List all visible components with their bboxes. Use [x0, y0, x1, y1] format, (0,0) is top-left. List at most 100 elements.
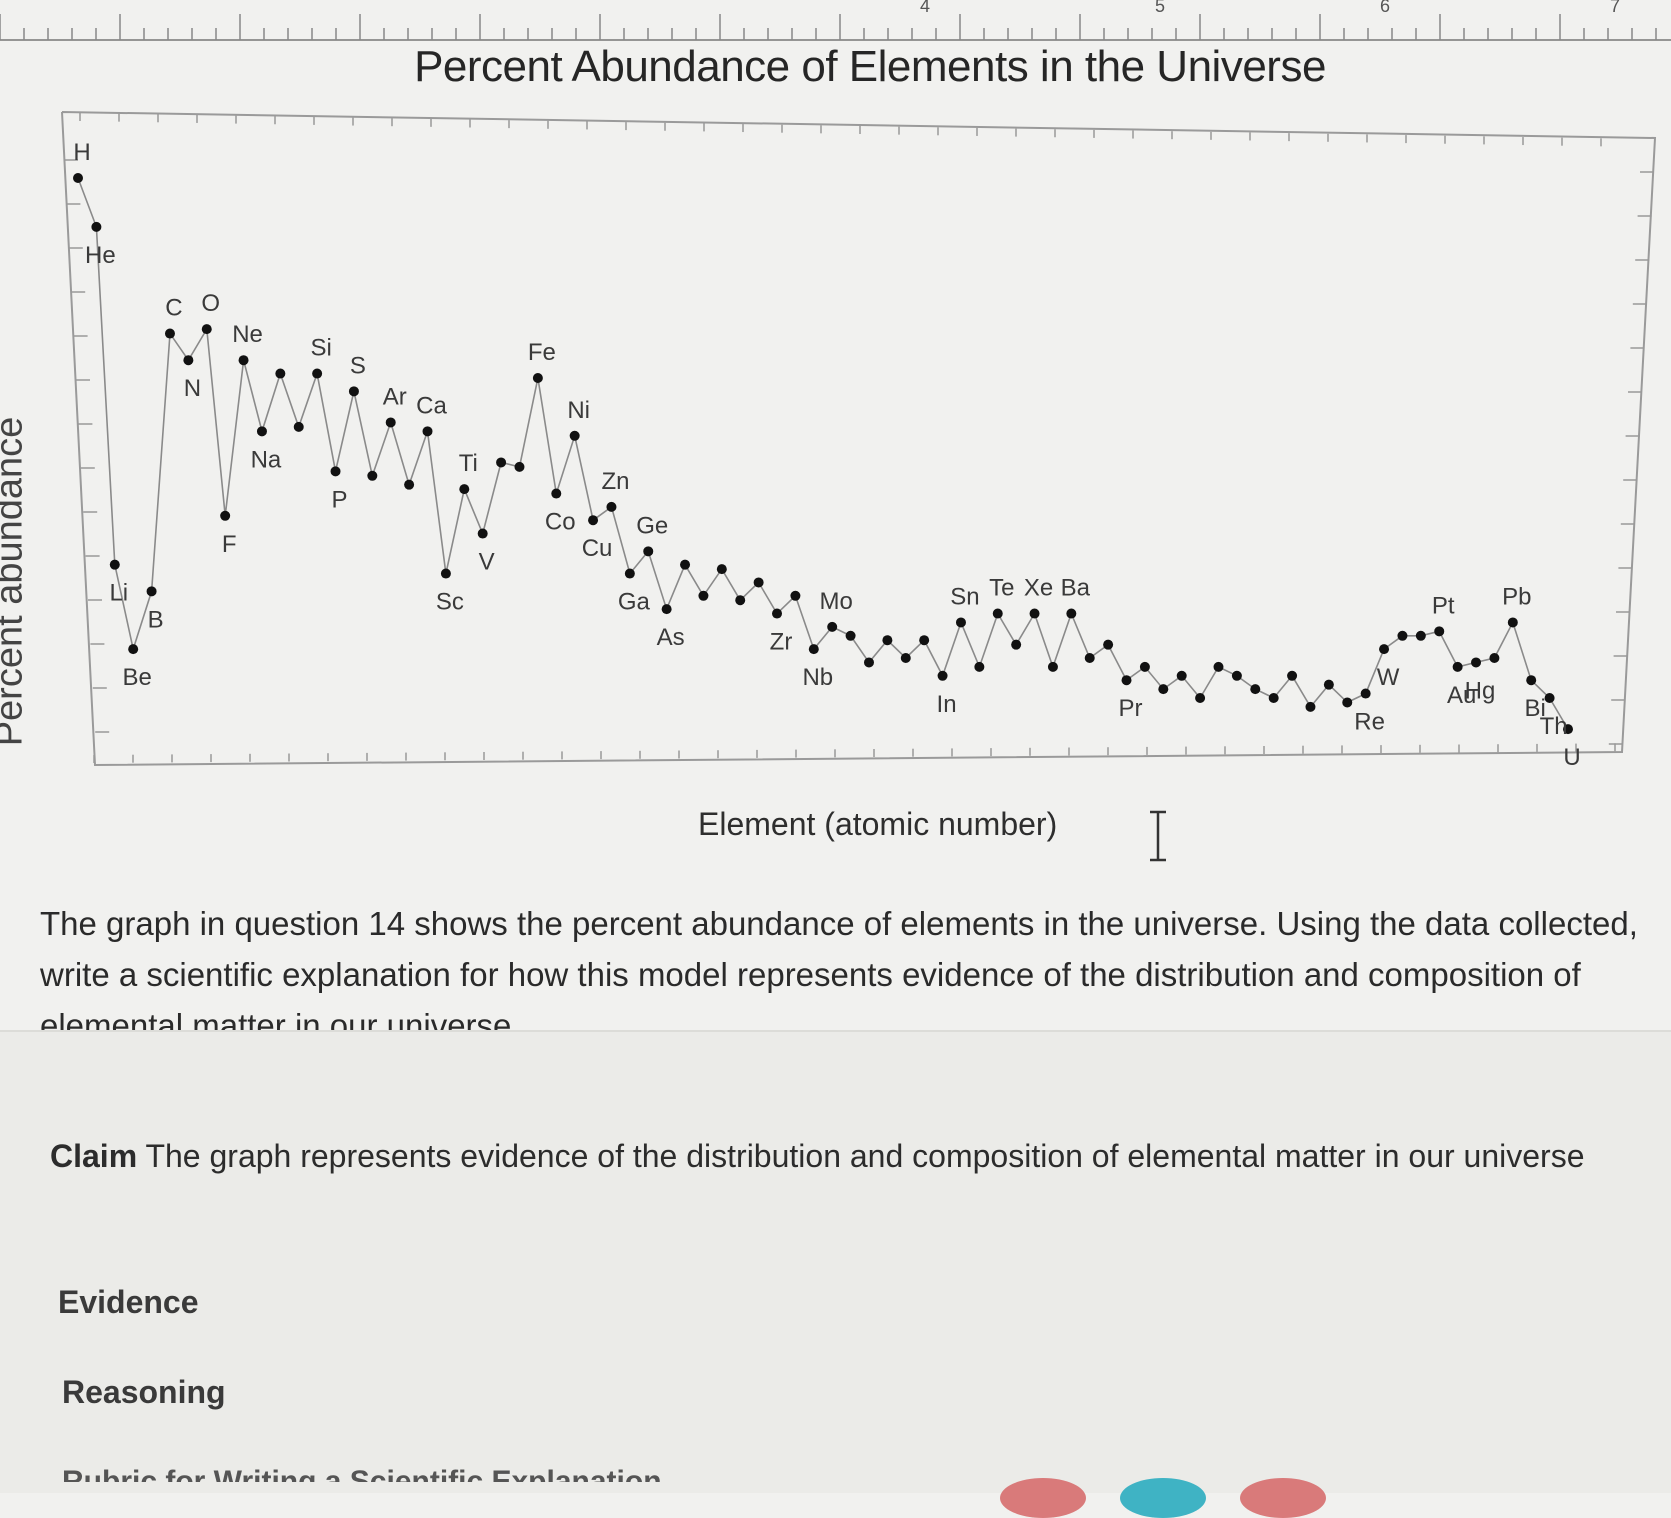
point-z49-sn [955, 617, 966, 628]
claim-label: Claim [50, 1138, 138, 1174]
connecting-lines [77, 177, 1569, 730]
point-z80-bi [1526, 675, 1537, 686]
point-z6-c [164, 328, 175, 339]
claim-text: The graph represents evidence of the dis… [145, 1138, 1585, 1174]
point-z61 [1176, 670, 1187, 681]
point-z50 [974, 661, 985, 672]
label-bi: Bi [1525, 695, 1546, 722]
teal-bubble [1120, 1478, 1206, 1518]
text-cursor-icon [1150, 810, 1166, 862]
label-n: N [184, 375, 201, 402]
point-z70 [1342, 697, 1353, 708]
point-z36 [716, 564, 727, 575]
ruler-number-7: 7 [1610, 0, 1620, 16]
point-z9-f [220, 510, 231, 521]
point-z4-be [128, 644, 139, 655]
label-in: In [937, 691, 957, 718]
label-s: S [350, 352, 366, 379]
label-he: He [85, 242, 116, 269]
point-z66 [1268, 693, 1279, 703]
element-labels: H He Li Be B C N O F Ne Na Si P S Ar Ca Sc Ti V Fe Co Ni Cu Zn G… [73, 139, 1580, 771]
label-te: Te [989, 575, 1014, 602]
point-z39-zr [772, 608, 783, 619]
label-ga: Ga [618, 589, 651, 616]
point-z17 [367, 470, 378, 481]
label-co: Co [545, 509, 576, 536]
point-z62 [1195, 693, 1206, 703]
point-z20-ca [422, 426, 433, 437]
point-z55-ba [1066, 608, 1077, 619]
point-z27-co [551, 488, 562, 499]
point-z74 [1415, 630, 1426, 641]
point-z41-nb [808, 644, 819, 655]
label-ar: Ar [383, 383, 407, 410]
label-pt: Pt [1432, 592, 1455, 619]
point-z18-ar [385, 417, 396, 428]
point-z57 [1103, 639, 1114, 650]
label-pr: Pr [1119, 695, 1143, 722]
point-z31-ga [624, 568, 635, 579]
point-z51-te [992, 608, 1003, 619]
label-li: Li [109, 580, 128, 607]
point-z81-th [1544, 693, 1555, 703]
point-z15-p [330, 466, 341, 477]
label-sc: Sc [436, 589, 464, 616]
point-z35 [698, 590, 709, 601]
label-fe: Fe [528, 339, 556, 366]
point-z68 [1305, 701, 1316, 712]
point-z64 [1231, 670, 1242, 681]
label-as: As [657, 624, 685, 651]
point-z45 [882, 635, 893, 646]
point-z40 [790, 590, 801, 601]
label-ne: Ne [232, 321, 263, 348]
reasoning-label: Reasoning [62, 1374, 226, 1410]
point-z79-pb [1507, 617, 1518, 628]
point-z5-b [146, 586, 157, 597]
label-hg: Hg [1465, 677, 1496, 704]
label-be: Be [123, 664, 152, 691]
point-z29-cu [588, 515, 599, 526]
label-si: Si [310, 335, 331, 362]
label-p: P [332, 486, 348, 513]
point-z23-v [477, 528, 488, 539]
evidence-label: Evidence [58, 1284, 199, 1320]
point-z22-ti [459, 484, 470, 495]
point-z60 [1158, 684, 1169, 695]
point-z13 [293, 421, 304, 432]
label-ti: Ti [459, 450, 478, 477]
label-zn: Zn [601, 468, 629, 495]
point-z37 [735, 595, 746, 606]
label-sn: Sn [950, 583, 979, 610]
point-z65 [1250, 684, 1261, 695]
label-nb: Nb [802, 664, 833, 691]
data-points [73, 173, 1573, 735]
claim-paragraph[interactable]: Claim The graph represents evidence of t… [50, 1128, 1640, 1184]
label-ba: Ba [1061, 575, 1091, 602]
point-z33-as [661, 604, 672, 615]
point-z82-u [1563, 724, 1573, 735]
label-mo: Mo [820, 588, 853, 615]
rubric-heading: Rubric for Writing a Scientific Explanat… [62, 1468, 822, 1482]
label-f: F [222, 531, 237, 558]
label-au: Au [1447, 682, 1476, 709]
label-ni: Ni [567, 397, 590, 424]
label-u: U [1563, 744, 1580, 771]
point-z42-mo [827, 621, 838, 632]
label-o: O [201, 290, 220, 317]
point-z11-na [256, 426, 267, 437]
label-xe: Xe [1024, 575, 1053, 602]
point-z26-fe [532, 373, 543, 383]
point-z2-he [91, 221, 102, 232]
label-zr: Zr [770, 629, 793, 656]
point-z34 [680, 559, 691, 570]
label-re: Re [1354, 709, 1385, 736]
point-z16-s [348, 386, 359, 397]
point-z38 [753, 577, 764, 588]
point-z25 [514, 461, 525, 472]
point-z58-pr [1121, 675, 1132, 686]
red-bubble [1000, 1478, 1086, 1518]
x-axis-label: Element (atomic number) [698, 806, 1058, 842]
answer-area[interactable] [0, 1032, 1671, 1493]
ruler-number-6: 6 [1380, 0, 1390, 16]
point-z12 [275, 368, 286, 379]
